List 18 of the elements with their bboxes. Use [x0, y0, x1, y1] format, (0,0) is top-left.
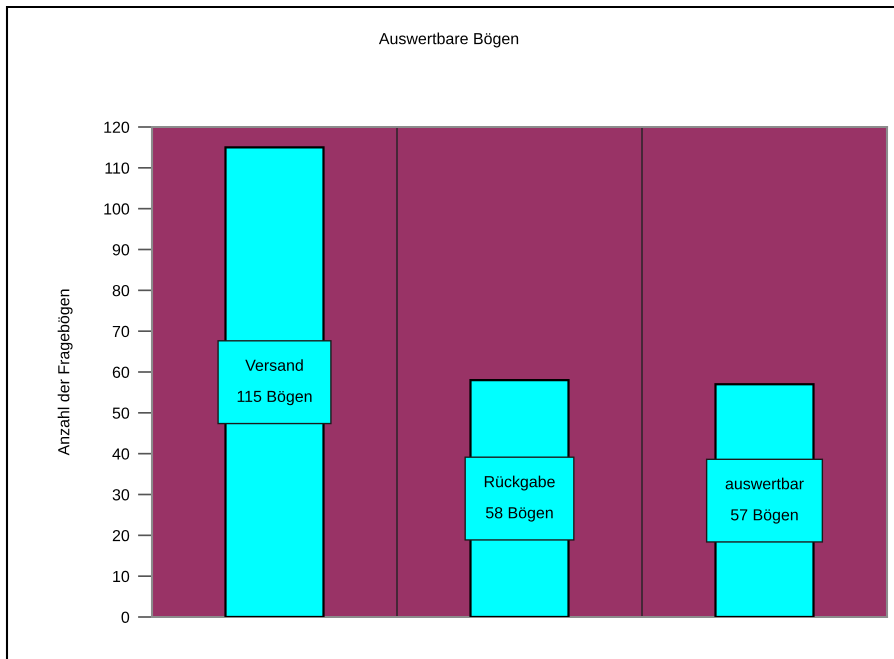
y-tick-label: 120 [104, 122, 130, 133]
y-tick-label: 50 [112, 407, 130, 419]
y-tick-label: 30 [112, 489, 130, 500]
y-tick-label: 70 [112, 326, 130, 338]
y-tick-label: 60 [112, 366, 130, 378]
y-axis-title: Anzahl der Fragebögen [58, 290, 73, 456]
y-tick-label: 0 [122, 612, 130, 623]
y-tick-label: 80 [112, 284, 130, 296]
chart-title: Auswertbare Bögen [378, 32, 518, 48]
data-label: Rückgabe 58 Bögen [484, 476, 555, 522]
y-tick-label: 100 [104, 203, 130, 215]
y-tick-label: 20 [112, 530, 130, 542]
text: auswertbar 57 Bögen [726, 478, 804, 524]
y-tick-label: 40 [112, 448, 130, 460]
y-tick-label: 110 [106, 162, 130, 174]
y-tick-label: 90 [112, 244, 130, 256]
text: Versand 115 Bögen [238, 359, 312, 406]
y-tick-label: 10 [113, 570, 130, 582]
